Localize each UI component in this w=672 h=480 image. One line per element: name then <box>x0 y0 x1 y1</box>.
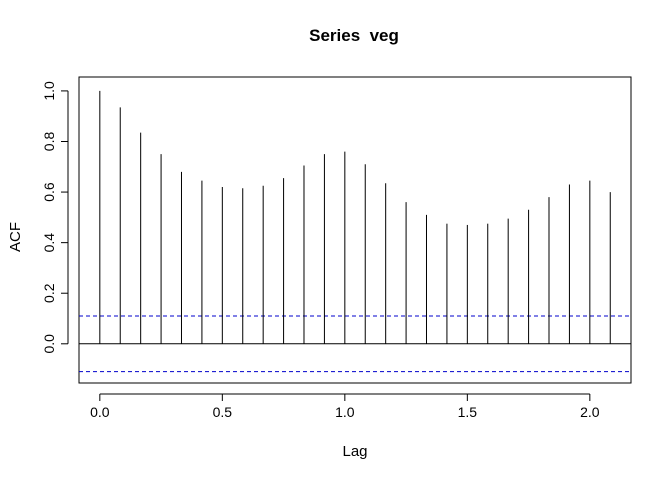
x-tick-label: 1.5 <box>458 404 478 420</box>
y-axis-label: ACF <box>7 222 24 252</box>
acf-bars <box>99 90 611 344</box>
y-axis: 0.0 0.2 0.4 0.6 0.8 1.0 <box>41 81 69 354</box>
y-tick-label: 0.8 <box>41 132 57 152</box>
x-tick-label: 1.0 <box>335 404 355 420</box>
x-tick-label: 0.5 <box>213 404 233 420</box>
y-tick-label: 0.2 <box>41 283 57 303</box>
y-tick-label: 0.6 <box>41 182 57 202</box>
plot-frame <box>78 76 632 384</box>
x-axis-label: Lag <box>342 443 367 460</box>
x-tick-label: 2.0 <box>580 404 600 420</box>
y-tick-label: 0.4 <box>41 233 57 253</box>
x-tick-label: 0.0 <box>90 404 110 420</box>
x-axis: 0.0 0.5 1.0 1.5 2.0 <box>90 393 600 420</box>
y-tick-label: 0.0 <box>41 334 57 354</box>
y-tick-label: 1.0 <box>41 81 57 101</box>
chart-title: Series veg <box>309 26 399 45</box>
